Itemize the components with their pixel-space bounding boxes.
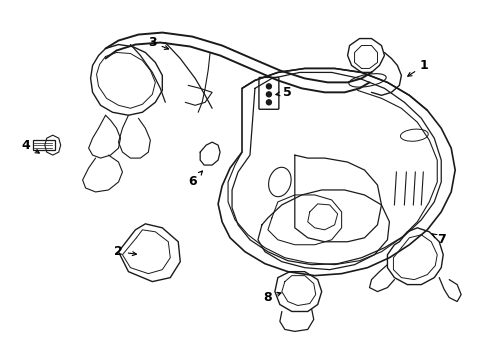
- Text: 3: 3: [148, 36, 168, 49]
- Text: 8: 8: [263, 291, 281, 304]
- Circle shape: [266, 92, 271, 97]
- Text: 7: 7: [431, 233, 445, 246]
- Text: 2: 2: [114, 245, 136, 258]
- Text: 4: 4: [21, 139, 39, 153]
- Text: 5: 5: [275, 86, 292, 99]
- Text: 6: 6: [187, 171, 202, 189]
- Bar: [33, 140, 55, 150]
- Text: 1: 1: [407, 59, 428, 76]
- Circle shape: [266, 100, 271, 105]
- Circle shape: [266, 84, 271, 89]
